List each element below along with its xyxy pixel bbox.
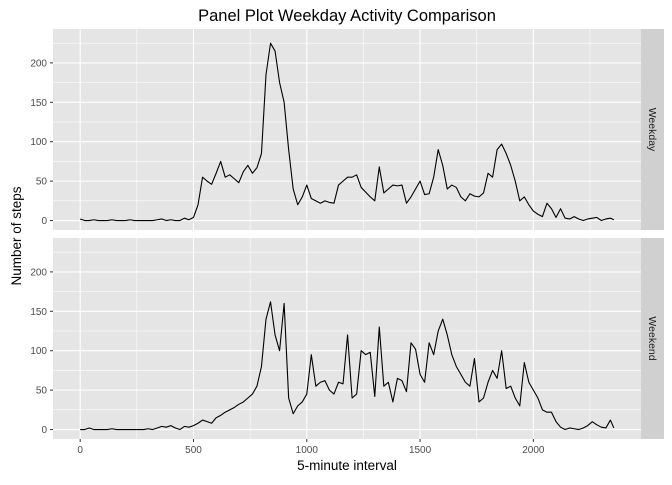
y-tick-label: 0: [41, 425, 47, 436]
panel-background: [53, 29, 641, 230]
facet-strip: [641, 238, 664, 439]
chart-title: Panel Plot Weekday Activity Comparison: [198, 7, 496, 25]
panel-weekday: 0 50 100 150 200 Weekday: [30, 29, 664, 230]
y-tick-label: 200: [30, 267, 47, 278]
x-tick-label: 500: [185, 445, 202, 456]
x-tick-label: 2000: [522, 445, 545, 456]
facet-strip-label: Weekday: [646, 108, 658, 152]
panel-weekend: 0 50 100 150 200 Weekend: [30, 238, 664, 439]
x-tick-label: 1000: [296, 445, 319, 456]
x-tick-label: 0: [77, 445, 83, 456]
x-tick-label: 1500: [409, 445, 432, 456]
y-tick-label: 50: [36, 386, 48, 397]
y-tick-label: 100: [30, 346, 47, 357]
series-line-weekend: [80, 301, 615, 431]
y-tick-label: 50: [36, 177, 48, 188]
y-tick-label: 100: [30, 137, 47, 148]
facet-strip-label: Weekend: [646, 316, 658, 360]
y-tick-label: 150: [30, 98, 47, 109]
y-tick-label: 150: [30, 307, 47, 318]
facet-strip: [641, 29, 664, 230]
y-axis-label: Number of steps: [9, 186, 24, 285]
y-tick-label: 0: [41, 216, 47, 227]
series-line-weekday: [80, 42, 615, 222]
y-tick-label: 200: [30, 58, 47, 69]
panels-layer: 0 50 100 150 200 Weekday 0 50 100 150 200 Weekend 0 5…: [30, 29, 664, 456]
x-axis-label: 5-minute interval: [297, 458, 397, 473]
